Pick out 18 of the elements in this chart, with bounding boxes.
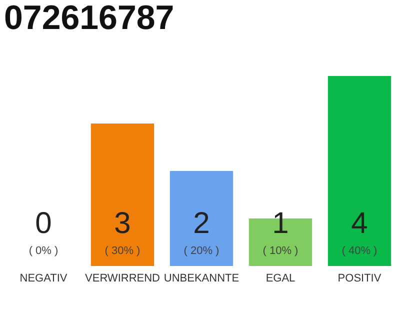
bar — [170, 171, 234, 266]
bar — [328, 76, 392, 266]
data-label: 4 — [351, 207, 368, 240]
annotation: ( 20% ) — [184, 245, 220, 257]
annotation: ( 10% ) — [262, 245, 298, 257]
annotation: ( 40% ) — [342, 245, 378, 257]
x-tick-label: POSITIV — [338, 272, 382, 284]
bar — [90, 124, 154, 266]
data-label: 0 — [35, 207, 52, 240]
x-tick-label: EGAL — [266, 272, 296, 284]
chart-title: 072616787 — [4, 0, 174, 37]
data-label: 2 — [193, 207, 210, 240]
annotation: ( 30% ) — [104, 245, 140, 257]
annotation: ( 0% ) — [28, 245, 58, 257]
x-tick-label: NEGATIV — [20, 272, 68, 284]
x-tick-label: VERWIRREND — [85, 272, 160, 284]
x-tick-label: UNBEKANNTE — [164, 272, 240, 284]
data-label: 3 — [114, 207, 131, 240]
